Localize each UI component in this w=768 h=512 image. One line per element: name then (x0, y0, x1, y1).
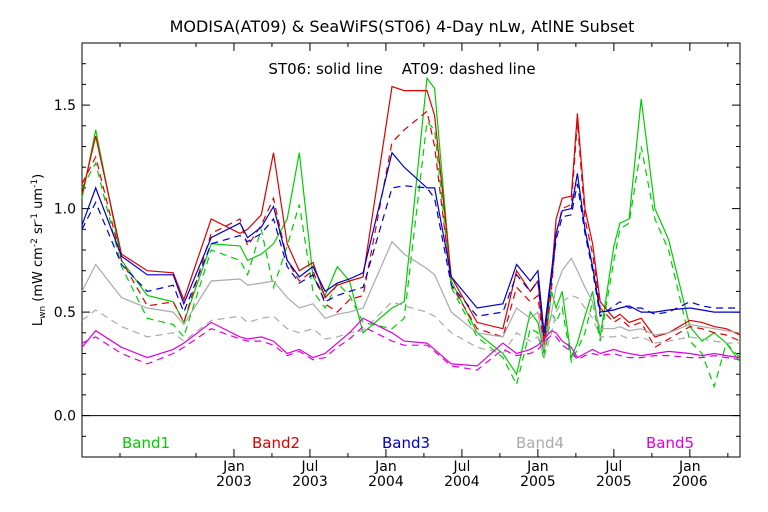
x-tick-month: Jan (222, 459, 245, 475)
y-label-sup1: -2 (30, 238, 40, 247)
legend-band5: Band5 (646, 434, 694, 452)
legend-band3: Band3 (382, 434, 430, 452)
legend: Band1 Band2 Band3 Band4 Band5 (122, 434, 694, 452)
series-line-band1-solid (81, 76, 741, 376)
x-tick-year: 2003 (292, 474, 328, 490)
x-tick-month: Jul (604, 459, 622, 475)
plot-frame (81, 42, 741, 458)
y-label-units-open: (mW cm (31, 247, 46, 306)
y-label-mid2: um (31, 188, 46, 213)
y-label-units-close: ) (31, 174, 46, 179)
y-label-sup3: -1 (30, 179, 40, 188)
x-tick-month: Jan (526, 459, 549, 475)
series-line-band2-solid (81, 85, 741, 344)
y-label-sup2: -1 (30, 213, 40, 222)
series-line-band4-solid (81, 240, 741, 350)
series-line-band4-dashed (81, 294, 740, 360)
y-axis-label: Lwn (mW cm-2 sr-1 um-1) (30, 174, 48, 326)
x-tick-month: Jul (452, 459, 470, 475)
y-tick-label: 1.5 (54, 98, 76, 114)
y-label-mid1: sr (31, 221, 46, 238)
x-tick-year: 2005 (520, 474, 556, 490)
series-line-band3-dashed (81, 183, 740, 337)
legend-band1: Band1 (122, 434, 170, 452)
y-tick-label: 0.0 (54, 409, 76, 425)
chart-title: MODISA(AT09) & SeaWiFS(ST06) 4-Day nLw, … (170, 17, 635, 36)
legend-band2: Band2 (252, 434, 300, 452)
chart-annotation: ST06: solid line AT09: dashed line (268, 60, 535, 78)
x-tick-month: Jul (300, 459, 318, 475)
y-label-main: L (31, 318, 46, 326)
x-tick-year: 2003 (216, 474, 252, 490)
x-tick-month: Jan (374, 459, 397, 475)
x-tick-year: 2004 (444, 474, 480, 490)
y-label-sub: wn (38, 306, 48, 319)
series-line-band5-solid (81, 317, 741, 367)
x-tick-month: Jan (678, 459, 701, 475)
legend-band4: Band4 (516, 434, 564, 452)
y-tick-label: 0.5 (54, 305, 76, 321)
ticks-layer: 0.00.51.01.5Jan2003Jul2003Jan2004Jul2004… (54, 43, 740, 490)
series-line-band3-solid (81, 151, 740, 333)
series-line-band1-dashed (81, 120, 741, 389)
x-tick-year: 2004 (368, 474, 404, 490)
x-tick-year: 2005 (596, 474, 632, 490)
x-tick-year: 2006 (672, 474, 708, 490)
series-layer (81, 76, 741, 389)
series-line-band5-dashed (81, 325, 741, 371)
y-tick-label: 1.0 (54, 202, 76, 218)
